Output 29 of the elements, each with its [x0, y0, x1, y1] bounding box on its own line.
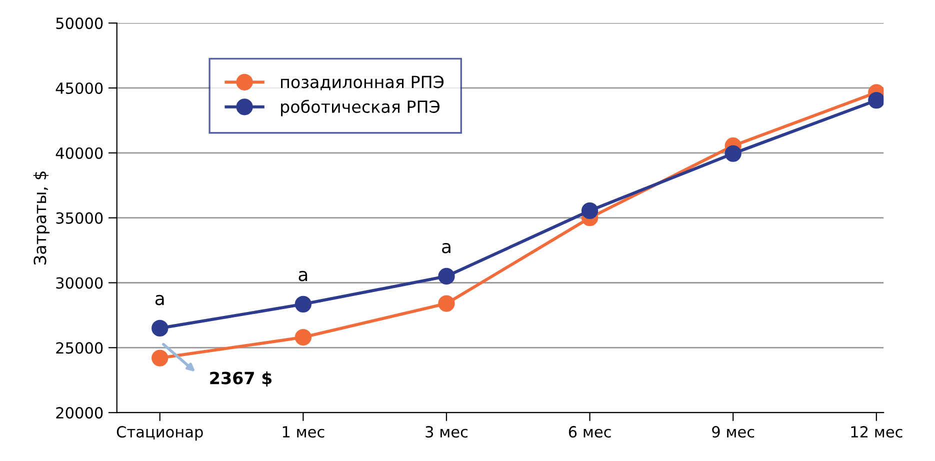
y-tick-label: 30000 [56, 277, 103, 289]
point [152, 320, 168, 337]
legend-label: позадилонная РПЭ [281, 76, 444, 90]
y-tick-label: 35000 [56, 212, 103, 224]
annotation: a [442, 242, 450, 254]
y-axis-title: Затраты, $ [33, 171, 50, 264]
point [724, 145, 742, 162]
y-tick-label: 45000 [56, 82, 103, 94]
x-tick-label: 12 мес [851, 426, 902, 438]
y-tick-label: 50000 [56, 18, 103, 30]
annotation: 2367 $ [210, 371, 272, 387]
annotation: a [298, 270, 308, 282]
point [438, 268, 455, 285]
x-tick-label: Стационар [116, 426, 203, 441]
point [294, 296, 312, 313]
y-tick-label: 20000 [56, 407, 103, 419]
x-tick-label: 6 мес [568, 426, 611, 438]
x-tick-label: 3 мес [426, 426, 468, 438]
point [152, 350, 168, 366]
annotation: a [155, 294, 164, 306]
point [868, 92, 884, 109]
point [581, 202, 598, 220]
x-tick-label: 9 мес [712, 426, 754, 438]
y-tick-label: 40000 [56, 147, 103, 159]
y-tick-label: 25000 [56, 342, 103, 354]
point [438, 295, 455, 312]
x-tick-label: 1 мес [282, 426, 324, 438]
legend-label: роботическая РПЭ [281, 100, 440, 116]
point [294, 328, 312, 346]
